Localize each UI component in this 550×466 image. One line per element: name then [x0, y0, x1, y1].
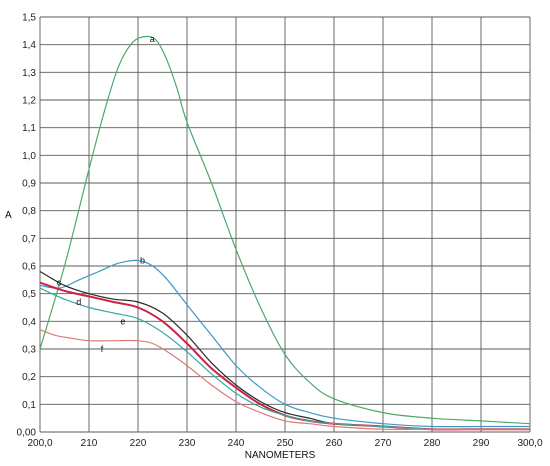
series-labels: a b c d e f	[57, 34, 155, 354]
x-tick-label: 260	[326, 438, 343, 449]
y-tick-label: 0,5	[22, 289, 36, 300]
y-tick-label: 0,6	[22, 262, 36, 273]
series-label-c: c	[57, 278, 62, 288]
y-tick-label: 0,4	[22, 317, 36, 328]
x-tick-label: 230	[179, 438, 196, 449]
series-label-d: d	[76, 297, 81, 307]
y-tick-label: 0,00	[17, 428, 37, 439]
y-axis-ticks: 0,00 0,1 0,2 0,3 0,4 0,5 0,6 0,7 0,8 0,9 1,0 1,1 1,2…	[17, 13, 37, 439]
series-label-b: b	[140, 255, 145, 265]
x-tick-label: 200,0	[27, 438, 52, 449]
series-line-a	[39, 35, 531, 425]
y-tick-label: 0,2	[22, 372, 36, 383]
series-label-a: a	[150, 34, 155, 44]
x-tick-label: 290	[473, 438, 490, 449]
x-tick-label: 240	[228, 438, 245, 449]
y-tick-label: 0,1	[22, 400, 36, 411]
x-tick-label: 250	[277, 438, 294, 449]
x-tick-label: 270	[375, 438, 392, 449]
y-tick-label: 0,8	[22, 206, 36, 217]
y-tick-label: 0,3	[22, 345, 36, 356]
y-tick-label: 0,7	[22, 234, 36, 245]
y-tick-label: 1,2	[22, 96, 36, 107]
x-tick-label: 210	[81, 438, 98, 449]
series-line-f	[39, 329, 531, 431]
y-tick-label: 0,9	[22, 179, 36, 190]
series-line-b	[39, 259, 530, 428]
x-tick-label: 280	[424, 438, 441, 449]
y-tick-label: 1,1	[22, 123, 36, 134]
series-line-e	[39, 287, 531, 431]
y-tick-label: 1,0	[22, 151, 36, 162]
series-label-f: f	[101, 344, 104, 354]
x-axis-ticks: 200,0 210 220 230 240 250 260 270 280 290 300,0	[27, 438, 542, 449]
y-axis-label: A	[5, 210, 12, 221]
x-axis-label: NANOMETERS	[245, 450, 316, 461]
x-tick-label: 300,0	[517, 438, 542, 449]
series-lines	[39, 35, 531, 431]
series-label-e: e	[120, 316, 125, 326]
y-tick-label: 1,5	[22, 13, 36, 24]
y-tick-label: 1,3	[22, 68, 36, 79]
y-tick-label: 1,4	[22, 40, 36, 51]
x-tick-label: 220	[130, 438, 147, 449]
